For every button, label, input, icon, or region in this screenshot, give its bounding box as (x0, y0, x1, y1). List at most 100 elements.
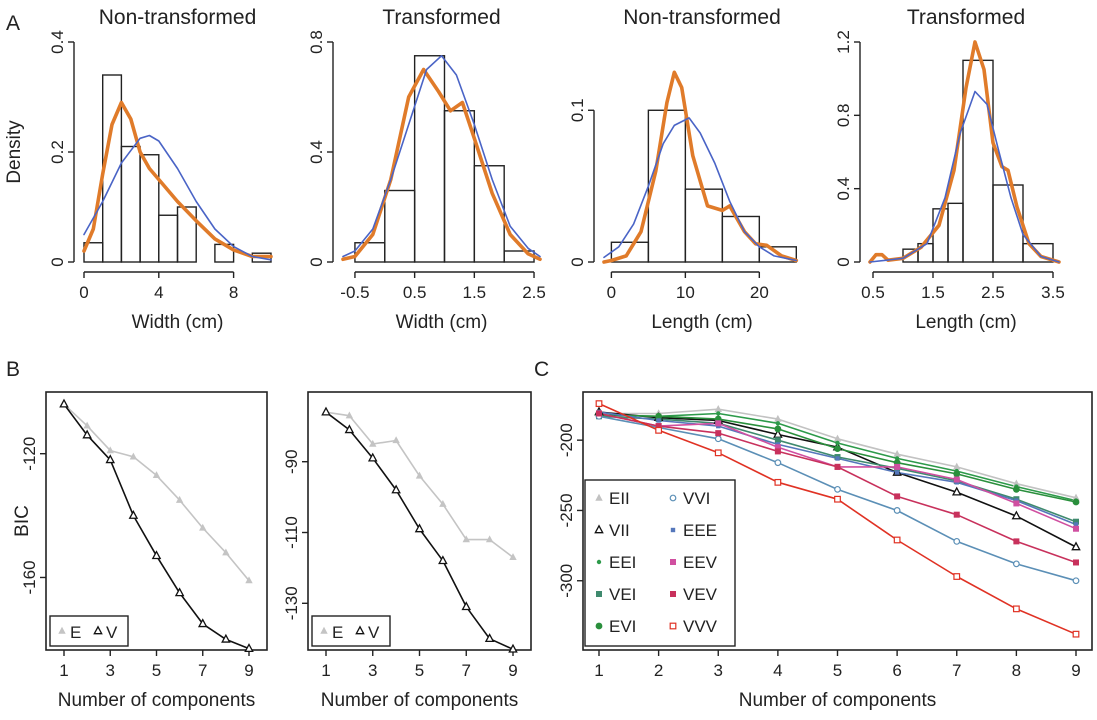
c-x-tick-label: 9 (1071, 661, 1080, 680)
c-point-vii (951, 486, 962, 496)
c-y-tick-label: -200 (557, 423, 576, 457)
b2-x-tick-label: 7 (462, 661, 471, 680)
c-x-tick-label: 8 (1012, 661, 1021, 680)
c-legend-marker-vei (596, 591, 602, 597)
c-point-vvv (595, 400, 603, 408)
c-point-vvi (714, 435, 722, 443)
panel-label-b: B (6, 358, 20, 381)
b2-x-tick-label: 3 (368, 661, 377, 680)
panel-label-c: C (534, 358, 549, 381)
b1-legend-marker-v (93, 625, 103, 635)
a4-panel: 0 0.4 0.8 1.2 0.5 1.5 2.5 3.5 Length (cm) Transfo… (834, 6, 1065, 333)
a3-x-tick-label: 10 (676, 283, 695, 302)
a2-x-axis-label: Width (cm) (396, 312, 488, 333)
c-point-vev (655, 423, 662, 430)
b1-legend-label-e: E (70, 623, 81, 642)
a4-x-tick-label: 1.5 (921, 283, 945, 302)
a3-histogram-bar (758, 246, 798, 263)
b2-y-tick-label: -130 (282, 586, 301, 620)
b2-point-v (367, 452, 378, 462)
b2-point-e (439, 499, 447, 507)
b1-plot-frame (45, 391, 268, 651)
c-point-eei (716, 411, 721, 416)
a2-x-tick-label: 1.5 (463, 283, 487, 302)
a1-title: Non-transformed (99, 6, 257, 29)
b2-panel: -130 -110 -90 1 3 5 7 9 Number of components E V (282, 391, 532, 711)
c-point-eii (774, 414, 782, 422)
c-x-axis-label: Number of components (739, 690, 937, 711)
b1-x-tick-label: 1 (59, 661, 68, 680)
a4-histogram-bar (962, 59, 994, 263)
c-y-tick-label: -300 (557, 564, 576, 598)
b2-y-tick-label: -110 (282, 516, 301, 549)
c-legend-label-eii: EII (609, 489, 630, 508)
a2-histogram-bar (473, 165, 505, 263)
c-point-eev (1013, 500, 1020, 507)
b1-point-v (174, 587, 185, 597)
b2-plot-frame (307, 391, 532, 651)
a3-normal-fit-curve (603, 117, 798, 262)
c-point-vev (894, 493, 901, 500)
b1-x-tick-label: 3 (106, 661, 115, 680)
b2-x-tick-label: 9 (508, 661, 517, 680)
c-point-vei (774, 437, 781, 444)
b1-point-v (105, 454, 116, 464)
a1-histogram-bar (120, 145, 141, 263)
b2-point-v (344, 424, 355, 434)
b2-legend-marker-v (355, 625, 365, 635)
a4-y-tick-label: 0 (834, 257, 853, 266)
b1-point-e (175, 495, 184, 503)
a3-y-tick-label: 0 (568, 257, 587, 266)
c-point-vev (953, 511, 960, 518)
c-legend-label-eev: EEV (683, 553, 718, 572)
b1-legend-label-v: V (106, 623, 118, 642)
a4-x-tick-label: 3.5 (1041, 283, 1065, 302)
c-point-evi (834, 445, 841, 453)
a2-title: Transformed (382, 6, 500, 29)
a1-histogram-bar (139, 154, 160, 263)
c-point-eev (953, 476, 960, 483)
c-x-tick-label: 5 (833, 661, 842, 680)
c-point-vvv (1012, 605, 1020, 613)
a1-x-tick-label: 0 (79, 283, 88, 302)
b1-point-v (221, 633, 231, 643)
a1-y-tick-label: 0 (48, 257, 67, 266)
c-point-evi (1012, 485, 1020, 493)
b2-y-tick-label: -90 (282, 449, 301, 474)
b1-point-v (197, 618, 208, 628)
c-point-vvi (774, 459, 782, 467)
c-point-vev (596, 410, 602, 417)
b1-y-tick-label: -160 (20, 560, 39, 594)
b1-point-e (222, 548, 230, 556)
c-point-vvv (714, 449, 722, 457)
a3-y-tick-label: 0.1 (568, 98, 587, 122)
a1-y-tick-label: 0.4 (48, 30, 67, 54)
c-point-eev (774, 444, 781, 451)
a2-histogram-bar (443, 110, 476, 263)
c-point-eei (835, 440, 840, 446)
a2-x-tick-label: 2.5 (522, 283, 546, 302)
a3-histogram-bar (721, 215, 761, 263)
a3-x-axis-label: Length (cm) (651, 312, 752, 333)
a4-y-tick-label: 0.8 (834, 104, 853, 128)
b1-panel: -160 -120 1 3 5 7 9 Number of components BIC E V (12, 391, 268, 711)
c-legend-label-eee: EEE (683, 521, 717, 540)
c-legend-marker-vii (594, 524, 604, 534)
c-point-vei (1073, 518, 1079, 525)
c-point-vii (1071, 541, 1081, 551)
b1-y-axis-label: BIC (12, 505, 33, 537)
b2-point-e (415, 471, 424, 479)
a2-histogram-bar (384, 189, 416, 263)
c-point-vvv (1072, 630, 1080, 638)
c-point-eii (893, 450, 901, 457)
b2-x-axis-label: Number of components (321, 690, 519, 711)
b2-point-v (461, 601, 472, 611)
c-legend-marker-vvv (669, 622, 677, 630)
c-legend-marker-eee (670, 527, 676, 533)
b2-point-v (321, 406, 331, 416)
b1-point-v (82, 429, 92, 439)
b1-point-v (128, 510, 139, 519)
a2-normal-fit-curve (342, 54, 541, 258)
a4-histogram-bar (947, 202, 964, 263)
c-point-eee (894, 470, 900, 475)
